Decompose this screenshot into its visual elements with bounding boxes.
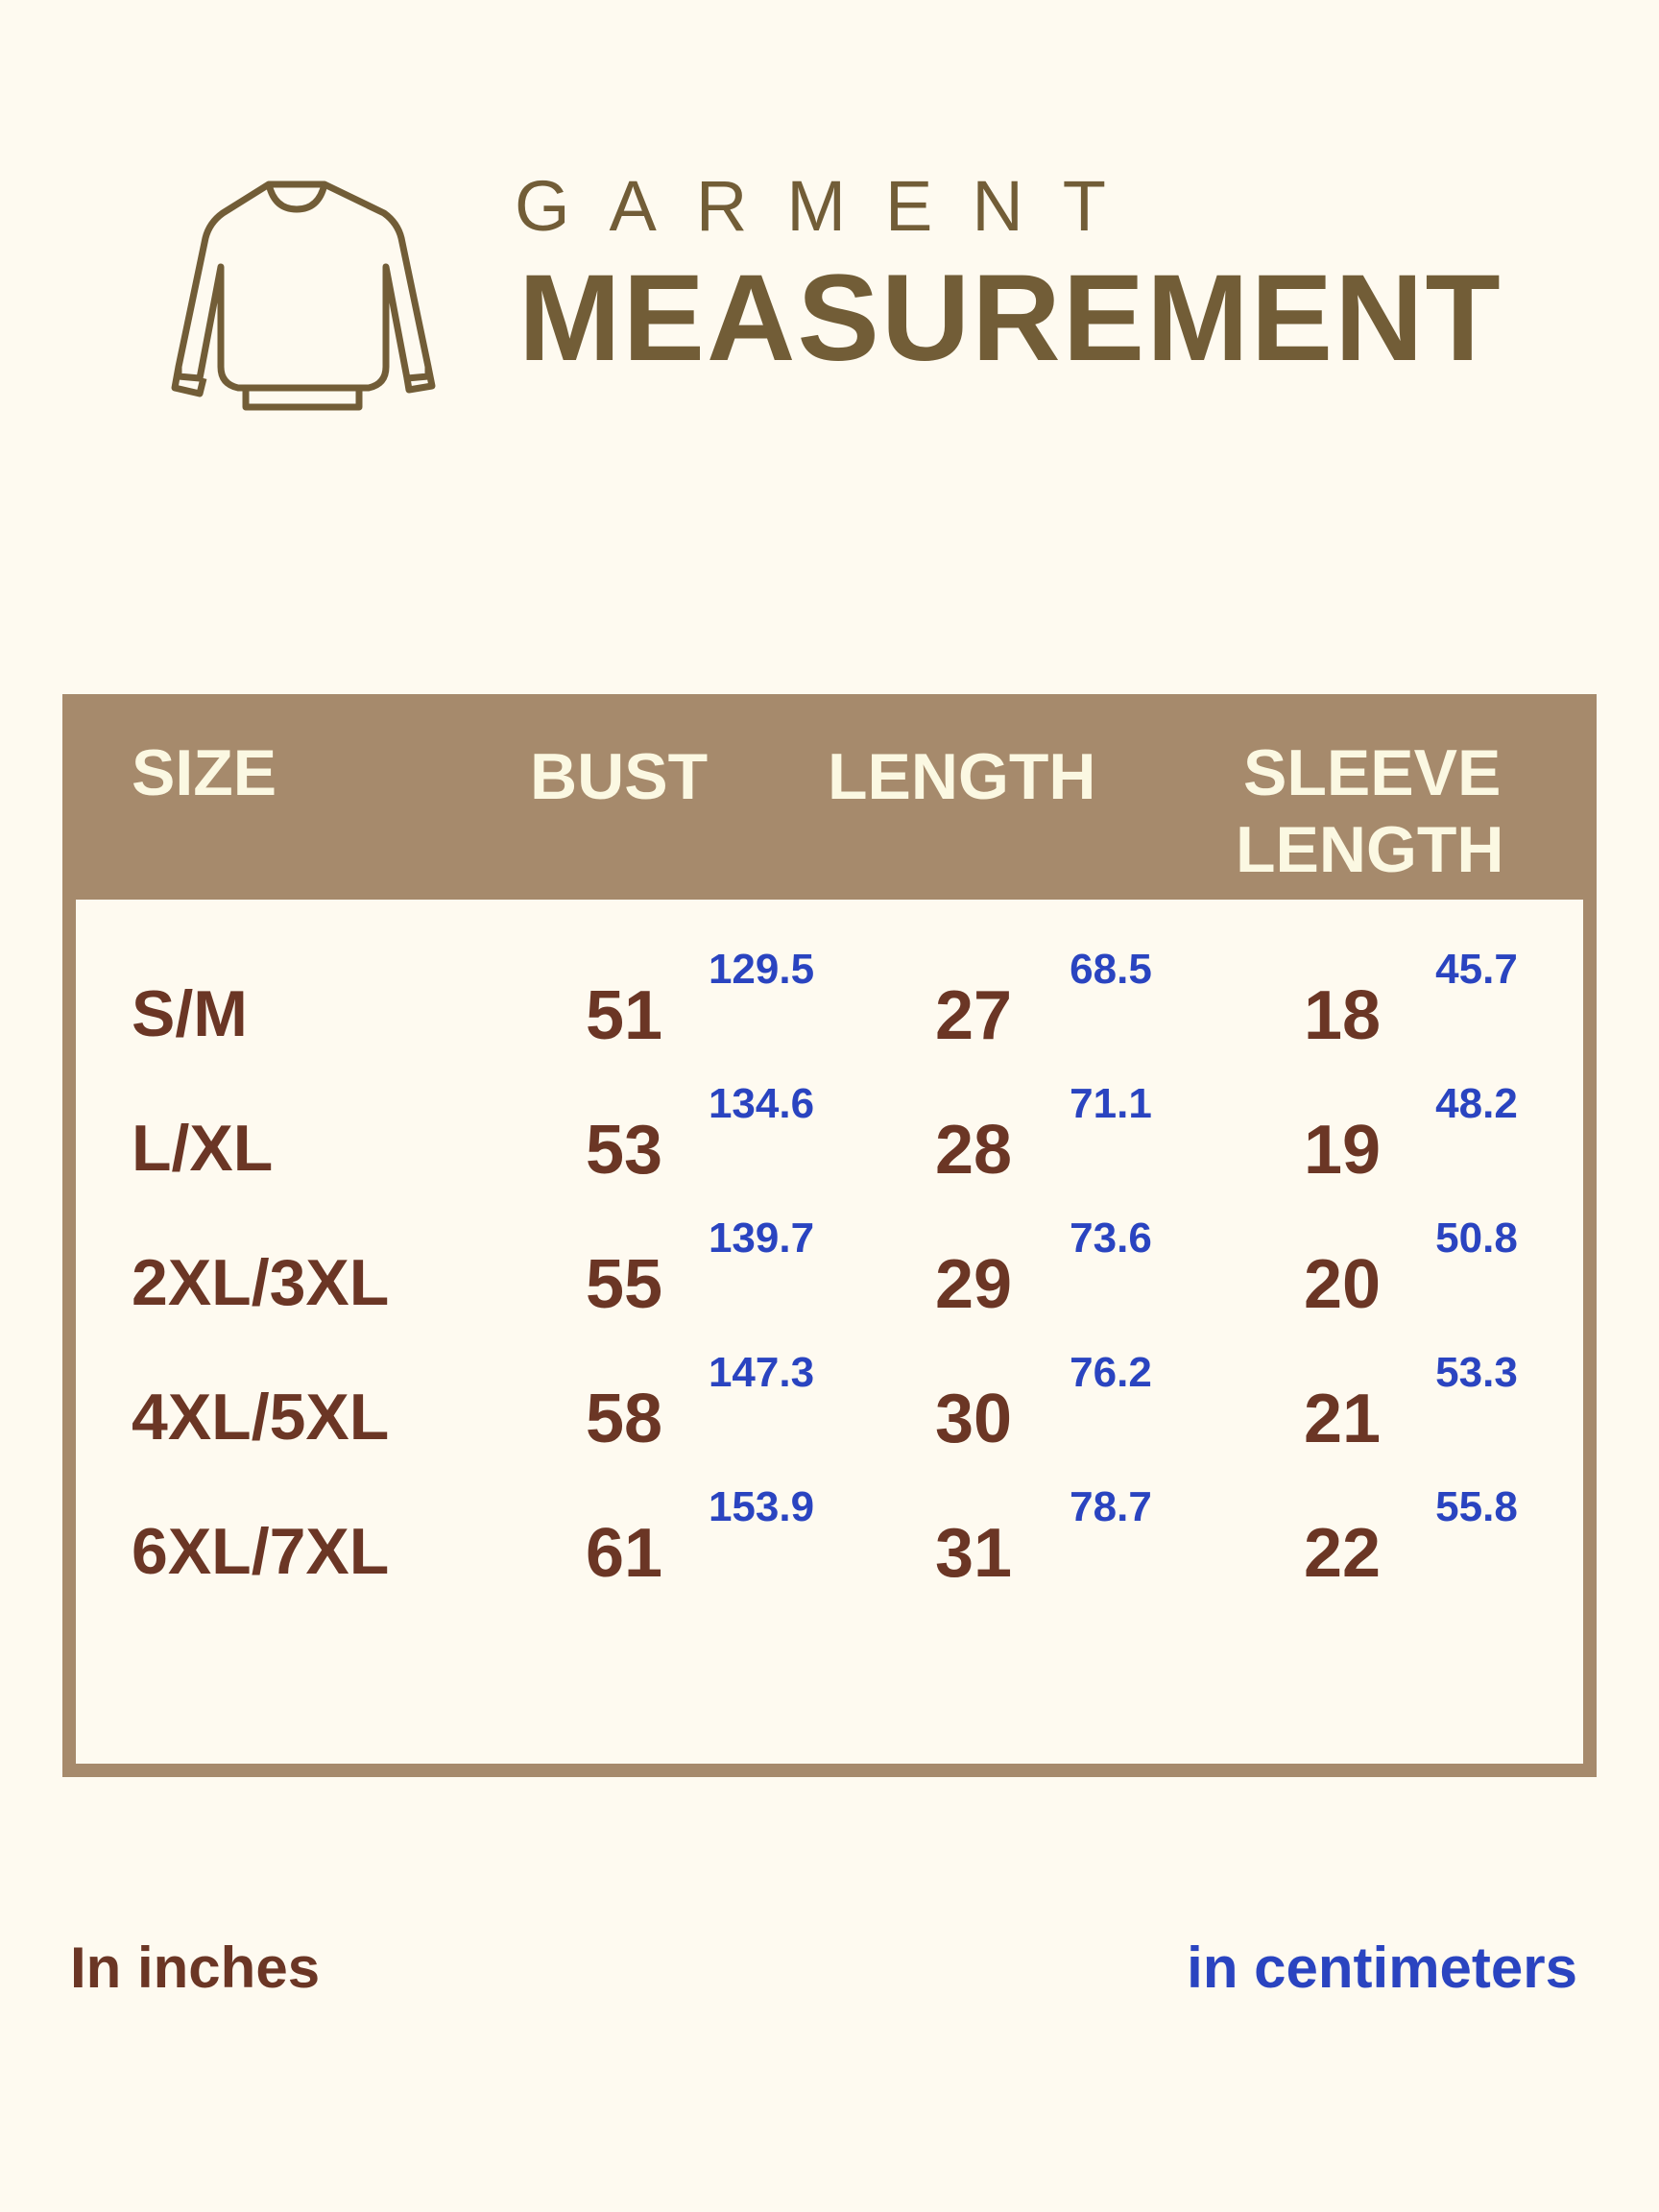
cell-length-in: 30 [934, 1381, 1013, 1457]
cell-bust-in: 53 [585, 1112, 663, 1189]
legend-inches: In inches [70, 1936, 321, 2000]
title-garment: GARMENT [515, 166, 1145, 246]
cell-bust-cm: 139.7 [708, 1214, 815, 1262]
cell-bust-cm: 147.3 [708, 1349, 815, 1396]
header-sleeve: SLEEVE [1243, 736, 1502, 809]
cell-length-cm: 78.7 [1070, 1483, 1152, 1530]
cell-sleeve-in: 20 [1303, 1246, 1382, 1323]
cell-bust-in: 61 [585, 1515, 663, 1592]
cell-length-cm: 71.1 [1070, 1080, 1152, 1127]
header-length: LENGTH [828, 740, 1096, 813]
cell-length-in: 29 [934, 1246, 1013, 1323]
legend-centimeters: in centimeters [1187, 1936, 1577, 2000]
header-size: SIZE [132, 736, 277, 809]
cell-size: S/M [132, 977, 248, 1050]
cell-sleeve-cm: 50.8 [1435, 1214, 1518, 1262]
cell-length-cm: 76.2 [1070, 1349, 1152, 1396]
size-chart-table: SIZE BUST LENGTH SLEEVE LENGTH S/M 51 129.… [62, 694, 1597, 1777]
cell-bust-in: 58 [585, 1381, 663, 1457]
cell-length-in: 28 [934, 1112, 1013, 1189]
cell-sleeve-in: 18 [1303, 977, 1382, 1054]
cell-size: 6XL/7XL [132, 1515, 390, 1588]
table-header: SIZE BUST LENGTH SLEEVE LENGTH [76, 708, 1583, 900]
cell-size: 2XL/3XL [132, 1246, 390, 1319]
cell-sleeve-cm: 53.3 [1435, 1349, 1518, 1396]
cell-bust-in: 55 [585, 1246, 663, 1323]
title-measurement: MEASUREMENT [518, 250, 1503, 387]
cell-size: L/XL [132, 1112, 274, 1185]
cell-bust-cm: 134.6 [708, 1080, 815, 1127]
cell-length-in: 27 [934, 977, 1013, 1054]
cell-bust-cm: 153.9 [708, 1483, 815, 1530]
cell-sleeve-in: 19 [1303, 1112, 1382, 1189]
header-bust: BUST [530, 740, 709, 813]
cell-sleeve-in: 22 [1303, 1515, 1382, 1592]
cell-sleeve-in: 21 [1303, 1381, 1382, 1457]
header-sleeve-length: LENGTH [1236, 813, 1504, 886]
cell-sleeve-cm: 45.7 [1435, 946, 1518, 993]
cell-sleeve-cm: 55.8 [1435, 1483, 1518, 1530]
cell-size: 4XL/5XL [132, 1381, 390, 1454]
cell-bust-cm: 129.5 [708, 946, 815, 993]
cell-length-cm: 68.5 [1070, 946, 1152, 993]
cell-bust-in: 51 [585, 977, 663, 1054]
sweater-icon [171, 180, 436, 411]
cell-length-cm: 73.6 [1070, 1214, 1152, 1262]
cell-sleeve-cm: 48.2 [1435, 1080, 1518, 1127]
cell-length-in: 31 [934, 1515, 1013, 1592]
